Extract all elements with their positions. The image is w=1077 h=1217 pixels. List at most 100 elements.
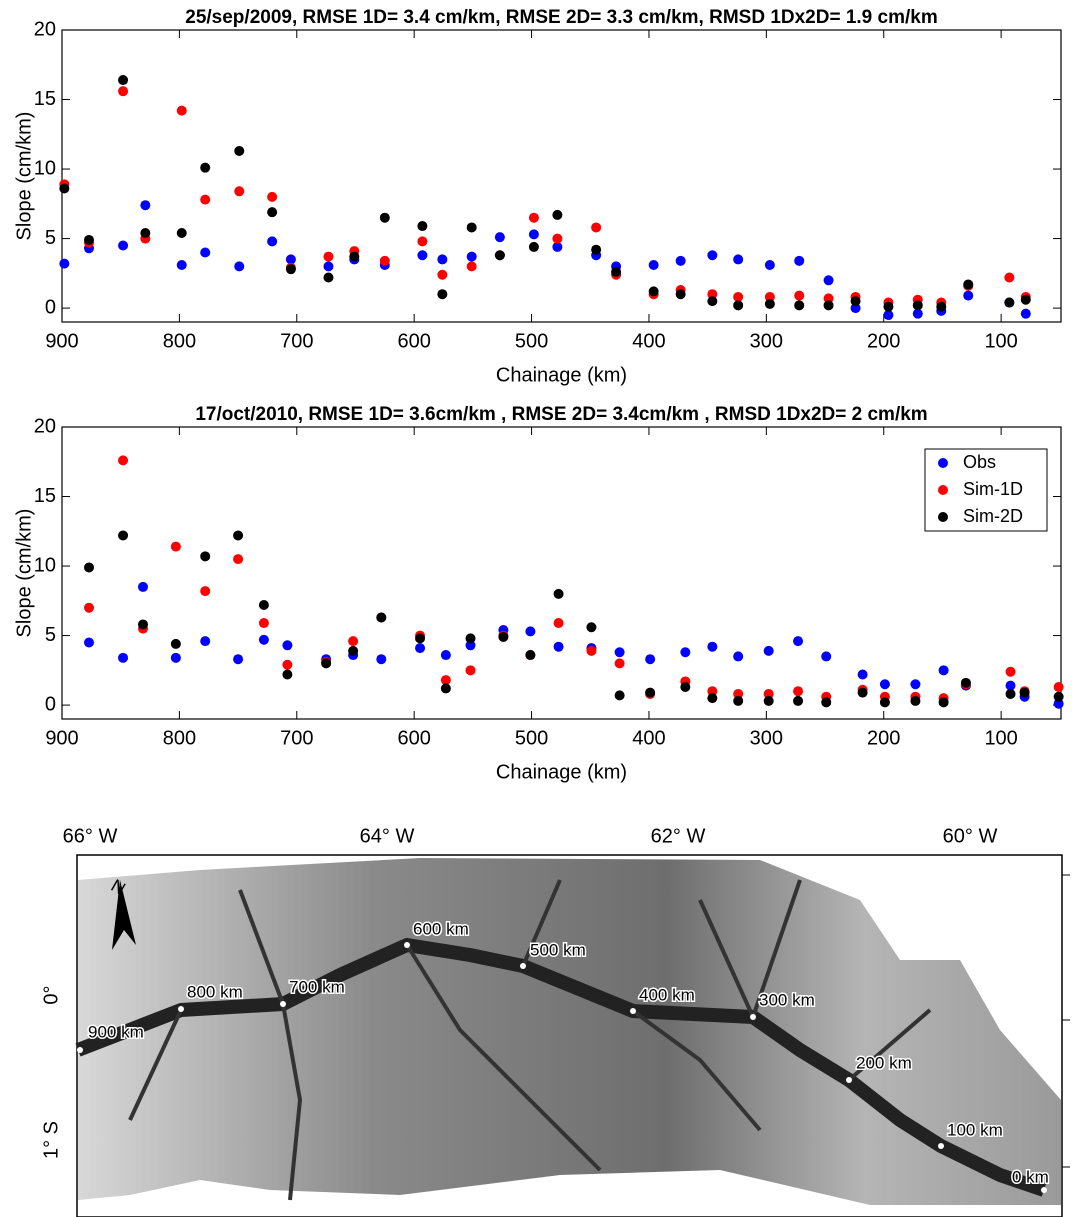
point: [733, 291, 744, 302]
point: [118, 240, 129, 251]
point: [349, 251, 360, 262]
point: [528, 212, 539, 223]
point: [733, 300, 744, 311]
point: [84, 562, 94, 573]
point: [680, 647, 691, 658]
point: [176, 259, 187, 270]
point: [465, 640, 476, 651]
plot-frame: [61, 426, 1062, 720]
point: [552, 241, 563, 252]
point: [282, 659, 293, 670]
point: [645, 687, 656, 698]
point: [857, 669, 868, 680]
point: [267, 207, 278, 218]
point: [528, 241, 539, 252]
x-tick-label: 500: [515, 727, 548, 749]
point: [591, 244, 602, 255]
point: [938, 665, 949, 676]
point: [910, 695, 921, 706]
km-point: [178, 1006, 184, 1012]
point: [285, 254, 296, 265]
point: [267, 191, 278, 202]
point: [140, 200, 151, 211]
point: [59, 258, 70, 269]
point: [494, 232, 505, 243]
point: [883, 310, 894, 321]
lon-label: 60° W: [943, 825, 998, 847]
point: [84, 602, 94, 613]
lon-label: 66° W: [63, 825, 118, 847]
point: [707, 693, 718, 704]
km-label: 700 km: [289, 977, 345, 996]
point: [498, 631, 509, 642]
point: [794, 290, 805, 301]
point: [323, 251, 334, 262]
x-axis-label: Chainage (km): [496, 364, 627, 386]
point: [84, 637, 94, 648]
point: [764, 298, 775, 309]
point: [936, 301, 947, 312]
point: [170, 652, 181, 663]
point: [1019, 687, 1030, 698]
legend-label: Sim-1D: [963, 479, 1023, 499]
point: [733, 695, 744, 706]
km-label: 500 km: [530, 940, 586, 959]
point: [793, 636, 804, 647]
y-tick-label: 0: [45, 296, 56, 318]
point: [707, 686, 718, 697]
km-point: [77, 1047, 83, 1053]
x-tick-label: 200: [867, 727, 900, 749]
point: [376, 612, 387, 623]
km-point: [938, 1143, 944, 1149]
point: [883, 301, 894, 312]
legend-marker: [938, 512, 948, 522]
point: [234, 261, 245, 272]
point: [1005, 666, 1016, 677]
km-label: 900 km: [88, 1022, 144, 1041]
point: [138, 581, 148, 592]
x-tick-label: 600: [397, 727, 430, 749]
x-axis-label: Chainage (km): [496, 761, 627, 783]
km-label: 300 km: [759, 990, 815, 1009]
point: [138, 619, 148, 630]
point: [1053, 691, 1064, 702]
point: [118, 86, 129, 97]
point: [648, 259, 659, 270]
km-point: [520, 963, 526, 969]
point: [850, 296, 861, 307]
point: [323, 261, 334, 272]
point: [200, 247, 211, 258]
point: [466, 261, 477, 272]
point: [118, 530, 129, 541]
point: [586, 645, 597, 656]
point: [234, 186, 245, 197]
x-tick-label: 900: [45, 330, 78, 352]
point: [379, 212, 390, 223]
point: [552, 209, 563, 220]
point: [437, 254, 448, 265]
point: [763, 645, 774, 656]
y-tick-label: 20: [34, 415, 56, 437]
point: [417, 250, 428, 261]
point: [118, 75, 129, 86]
y-tick-label: 5: [45, 624, 56, 646]
point: [912, 308, 923, 319]
point: [960, 677, 971, 688]
point: [415, 643, 426, 654]
point: [1053, 682, 1064, 693]
point: [879, 679, 890, 690]
x-tick-label: 300: [750, 727, 783, 749]
point: [465, 633, 476, 644]
point: [282, 669, 293, 680]
point: [680, 682, 691, 693]
point: [552, 233, 563, 244]
y-axis-label: Slope (cm/km): [13, 509, 35, 638]
lon-label: 62° W: [651, 825, 706, 847]
x-tick-label: 400: [632, 330, 665, 352]
point: [466, 251, 477, 262]
point: [1020, 294, 1031, 305]
point: [586, 622, 597, 633]
lon-label: 64° W: [360, 825, 415, 847]
y-axis-label: Slope (cm/km): [13, 112, 35, 241]
point: [1053, 698, 1064, 709]
